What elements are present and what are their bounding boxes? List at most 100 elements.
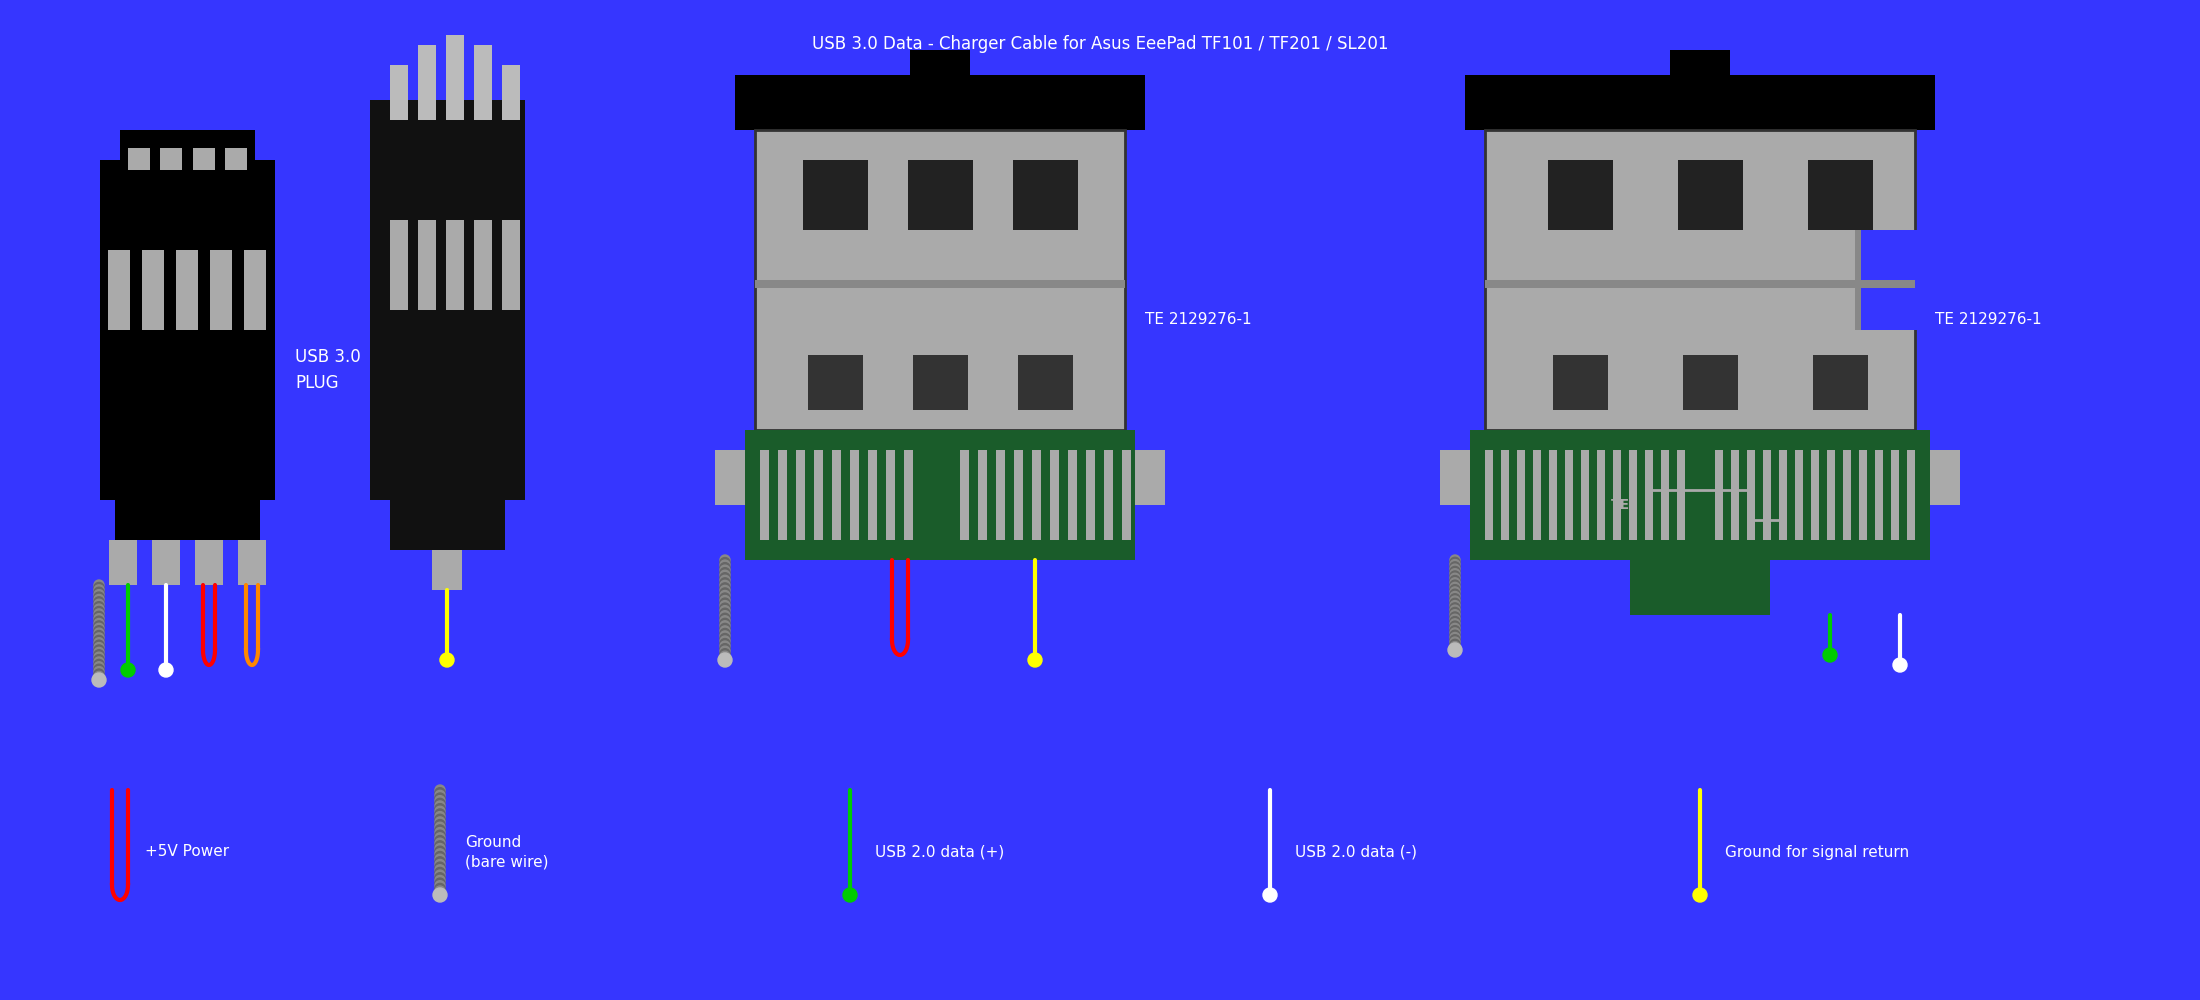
Circle shape [95, 602, 103, 612]
Circle shape [95, 626, 103, 636]
Circle shape [1450, 642, 1461, 652]
Circle shape [1450, 619, 1461, 629]
Circle shape [719, 568, 730, 578]
Circle shape [1892, 658, 1907, 672]
Bar [1019, 355, 1074, 410]
Circle shape [1450, 571, 1461, 581]
Bar [1826, 450, 1835, 540]
Bar [1032, 450, 1041, 540]
Circle shape [95, 616, 103, 626]
Text: Ground for signal return: Ground for signal return [1725, 844, 1910, 859]
Text: USB 3.0 Data - Charger Cable for Asus EeePad TF101 / TF201 / SL201: USB 3.0 Data - Charger Cable for Asus Ee… [812, 35, 1388, 53]
Bar [1731, 450, 1738, 540]
Bar [99, 130, 275, 500]
Circle shape [436, 875, 444, 885]
Bar [913, 355, 968, 410]
Circle shape [719, 649, 730, 659]
Circle shape [719, 606, 730, 616]
Circle shape [436, 870, 444, 880]
Bar [1087, 450, 1096, 540]
Text: Ground
(bare wire): Ground (bare wire) [464, 835, 548, 869]
Bar [447, 220, 464, 310]
Circle shape [1450, 582, 1461, 592]
Bar [418, 220, 436, 310]
Circle shape [1450, 639, 1461, 649]
Bar [1813, 355, 1868, 410]
Bar [755, 130, 1124, 430]
Bar [1855, 230, 1861, 330]
Bar [1929, 450, 1960, 505]
Bar [1670, 50, 1729, 75]
Bar [1104, 450, 1113, 540]
Bar [959, 450, 968, 540]
Circle shape [1450, 623, 1461, 633]
Circle shape [92, 673, 106, 687]
Circle shape [719, 631, 730, 641]
Circle shape [719, 558, 730, 568]
Circle shape [95, 667, 103, 677]
Circle shape [95, 671, 103, 681]
Bar [255, 130, 275, 160]
Circle shape [1450, 576, 1461, 586]
Bar [1683, 355, 1738, 410]
Bar [1676, 450, 1685, 540]
Circle shape [436, 822, 444, 832]
Circle shape [719, 563, 730, 573]
Bar [1597, 450, 1606, 540]
Bar [1485, 450, 1494, 540]
Bar [389, 65, 407, 120]
Circle shape [95, 645, 103, 655]
Circle shape [436, 886, 444, 896]
Bar [1012, 160, 1078, 230]
Bar [1067, 450, 1078, 540]
Circle shape [719, 593, 730, 603]
Circle shape [1824, 648, 1837, 662]
Bar [1135, 450, 1166, 505]
Text: USB 3.0
PLUG: USB 3.0 PLUG [295, 349, 361, 391]
Bar [1049, 450, 1058, 540]
Circle shape [95, 669, 103, 679]
Text: +5V Power: +5V Power [145, 844, 229, 859]
Circle shape [95, 592, 103, 602]
Circle shape [1450, 644, 1461, 654]
Bar [807, 355, 862, 410]
Bar [832, 450, 840, 540]
Bar [779, 450, 788, 540]
Circle shape [1450, 610, 1461, 620]
Bar [418, 45, 436, 120]
Circle shape [719, 628, 730, 638]
Circle shape [436, 833, 444, 843]
Circle shape [436, 873, 444, 883]
Circle shape [95, 640, 103, 650]
Circle shape [436, 804, 444, 814]
Circle shape [436, 806, 444, 816]
Circle shape [1450, 605, 1461, 615]
Bar [1716, 450, 1723, 540]
Circle shape [436, 846, 444, 856]
Circle shape [719, 651, 730, 661]
Circle shape [719, 611, 730, 621]
Circle shape [719, 623, 730, 633]
Bar [997, 450, 1005, 540]
Circle shape [1450, 589, 1461, 599]
Circle shape [719, 608, 730, 618]
Circle shape [95, 585, 103, 595]
Bar [1661, 450, 1670, 540]
Bar [176, 250, 198, 330]
Circle shape [1450, 603, 1461, 613]
Circle shape [719, 570, 730, 580]
Circle shape [95, 582, 103, 592]
Circle shape [95, 628, 103, 638]
Circle shape [95, 590, 103, 600]
Bar [1613, 450, 1621, 540]
Circle shape [436, 788, 444, 798]
Circle shape [1450, 585, 1461, 595]
Bar [1808, 160, 1872, 230]
Bar [1795, 450, 1804, 540]
Circle shape [95, 609, 103, 619]
Text: TE: TE [1610, 498, 1630, 512]
Circle shape [95, 631, 103, 641]
Bar [108, 250, 130, 330]
Circle shape [1450, 555, 1461, 565]
Circle shape [719, 616, 730, 626]
